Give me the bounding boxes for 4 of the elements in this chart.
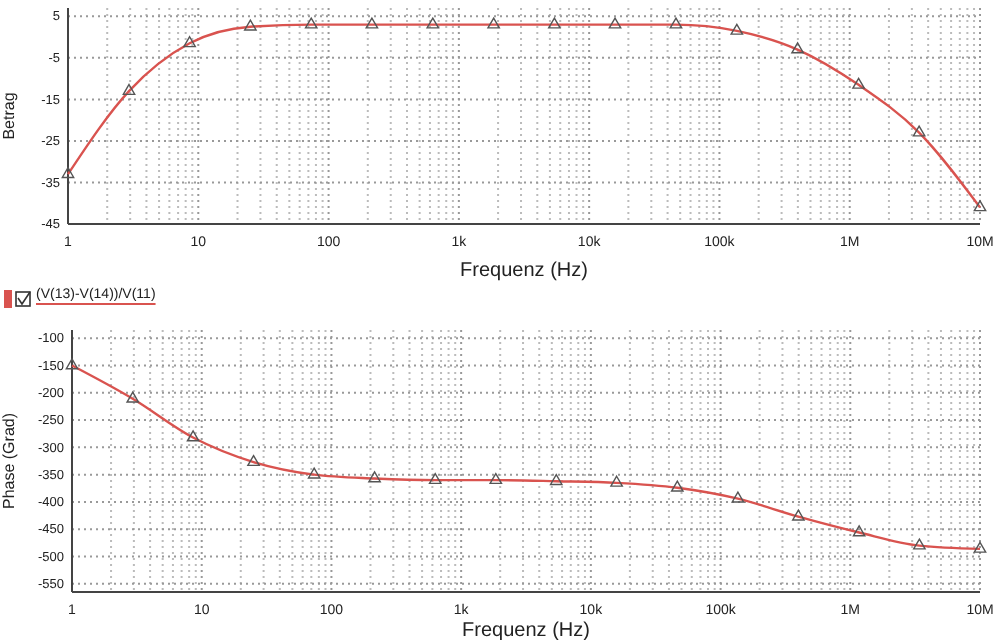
y-axis-title: Phase (Grad) [0,412,18,510]
y-axis-title: Betrag [0,92,18,140]
x-axis-title: Frequenz (Hz) [460,260,588,282]
x-axis-title: Frequenz (Hz) [462,620,590,640]
